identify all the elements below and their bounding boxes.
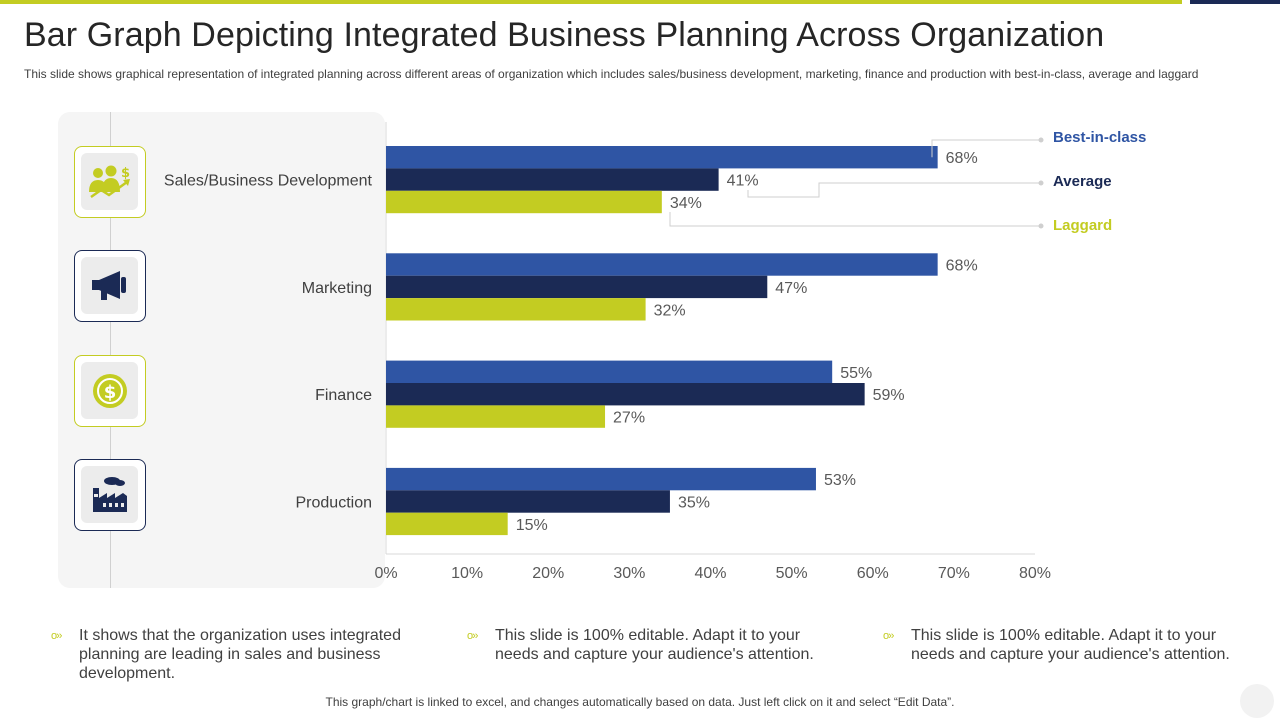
page-subtitle: This slide shows graphical representatio… — [24, 67, 1199, 81]
sales-icon-box: $ — [74, 146, 146, 218]
bar-average — [386, 490, 670, 513]
page-title: Bar Graph Depicting Integrated Business … — [24, 16, 1105, 54]
legend-leader-line — [747, 182, 1040, 198]
bar-best-in-class — [386, 253, 938, 276]
bar-laggard — [386, 298, 646, 321]
legend-leader-line — [931, 139, 1040, 158]
data-label: 41% — [727, 173, 759, 190]
bullet-text-2: This slide is 100% editable. Adapt it to… — [495, 627, 814, 663]
legend-dot — [1038, 137, 1044, 143]
bar-average — [386, 168, 719, 191]
bar-laggard — [386, 405, 606, 428]
x-tick-label: 20% — [532, 565, 564, 582]
x-tick-label: 60% — [857, 565, 889, 582]
finance-icon-box: $ — [74, 355, 146, 427]
data-label: 68% — [946, 258, 978, 275]
category-label: Finance — [315, 387, 372, 404]
bar-best-in-class — [386, 360, 833, 383]
data-label: 27% — [613, 410, 645, 427]
chart-footnote: This graph/chart is linked to excel, and… — [325, 695, 955, 709]
legend-best-in-class: Best-in-class — [1053, 129, 1146, 146]
data-label: 59% — [873, 387, 905, 404]
x-tick-label: 40% — [694, 565, 726, 582]
megaphone-icon — [91, 270, 126, 300]
bullet-note-2: o›› This slide is 100% editable. Adapt i… — [467, 626, 825, 664]
legend-laggard: Laggard — [1053, 217, 1112, 234]
marketing-icon-box — [74, 250, 146, 322]
x-tick-label: 70% — [938, 565, 970, 582]
bar-best-in-class — [386, 467, 816, 491]
sales-people-icon: $ — [88, 165, 130, 198]
svg-text:$: $ — [121, 166, 130, 181]
corner-decoration — [1240, 684, 1274, 718]
top-accent-bar — [0, 0, 1182, 4]
bar-average — [386, 383, 865, 406]
x-tick-label: 50% — [776, 565, 808, 582]
svg-text:$: $ — [103, 382, 116, 403]
bullet-marker-icon: o›› — [467, 630, 478, 642]
bullet-note-1: o›› It shows that the organization uses … — [51, 626, 409, 683]
bar-laggard — [386, 512, 508, 536]
panel-divider — [110, 112, 111, 588]
data-label: 68% — [946, 150, 978, 167]
data-label: 32% — [654, 302, 686, 319]
category-label: Marketing — [302, 280, 372, 297]
legend-average: Average — [1053, 173, 1112, 190]
data-label: 34% — [670, 195, 702, 212]
bar-average — [386, 275, 768, 299]
data-label: 35% — [678, 495, 710, 512]
dollar-coin-icon: $ — [92, 373, 127, 408]
legend-dot — [1038, 223, 1044, 229]
bar-best-in-class — [386, 146, 938, 169]
data-label: 47% — [775, 280, 807, 297]
category-label: Production — [296, 495, 373, 512]
x-tick-label: 0% — [374, 565, 397, 582]
bullet-marker-icon: o›› — [51, 630, 62, 642]
data-label: 15% — [516, 517, 548, 534]
category-label: Sales/Business Development — [164, 173, 373, 190]
data-label: 53% — [824, 472, 856, 489]
x-tick-label: 30% — [613, 565, 645, 582]
legend-dot — [1038, 180, 1044, 186]
x-tick-label: 80% — [1019, 565, 1051, 582]
bullet-text-1: It shows that the organization uses inte… — [79, 627, 401, 682]
data-label: 55% — [840, 365, 872, 382]
x-tick-label: 10% — [451, 565, 483, 582]
legend-leader-line — [669, 212, 1040, 227]
bar-laggard — [386, 190, 662, 214]
top-accent-bar-navy — [1190, 0, 1280, 4]
bullet-text-3: This slide is 100% editable. Adapt it to… — [911, 627, 1230, 663]
bullet-note-3: o›› This slide is 100% editable. Adapt i… — [883, 626, 1241, 664]
bullet-marker-icon: o›› — [883, 630, 894, 642]
production-icon-box — [74, 459, 146, 531]
factory-icon — [92, 476, 127, 512]
